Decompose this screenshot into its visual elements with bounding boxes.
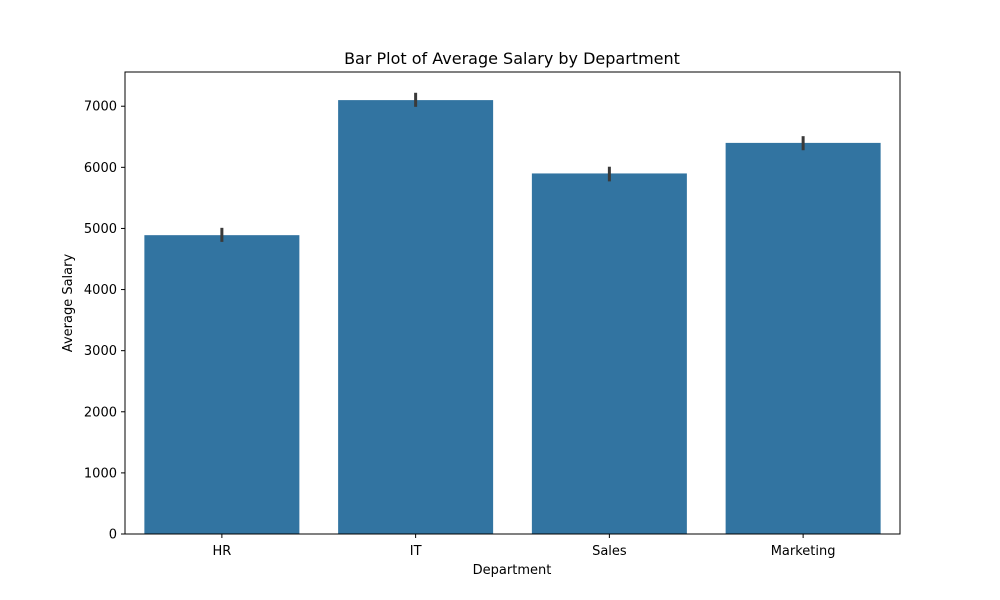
y-tick-label: 2000 [84,405,117,420]
x-tick-label: Sales [592,544,627,559]
plot-frame [124,71,901,535]
x-tick-label: HR [212,544,231,559]
y-tick-label: 5000 [84,222,117,237]
bar-sales [531,173,687,534]
bar-it [338,100,494,534]
chart-title: Bar Plot of Average Salary by Department [344,49,680,68]
bar-marketing [725,142,881,534]
bars-group [144,100,881,534]
x-axis: HR IT Sales Marketing [212,534,836,559]
y-tick-label: 0 [109,528,117,543]
y-tick-label: 1000 [84,466,117,481]
x-axis-label: Department [473,563,552,578]
x-tick-label: IT [410,544,422,559]
y-tick-label: 7000 [84,100,117,115]
y-tick-label: 6000 [84,161,117,176]
y-tick-label: 3000 [84,344,117,359]
y-axis-label: Average Salary [61,254,76,353]
error-bars-group [220,92,805,242]
y-tick-label: 4000 [84,283,117,298]
x-tick-label: Marketing [771,544,836,559]
y-axis: 0 1000 2000 3000 4000 5000 6000 7000 [84,100,125,543]
bar-hr [144,235,300,534]
